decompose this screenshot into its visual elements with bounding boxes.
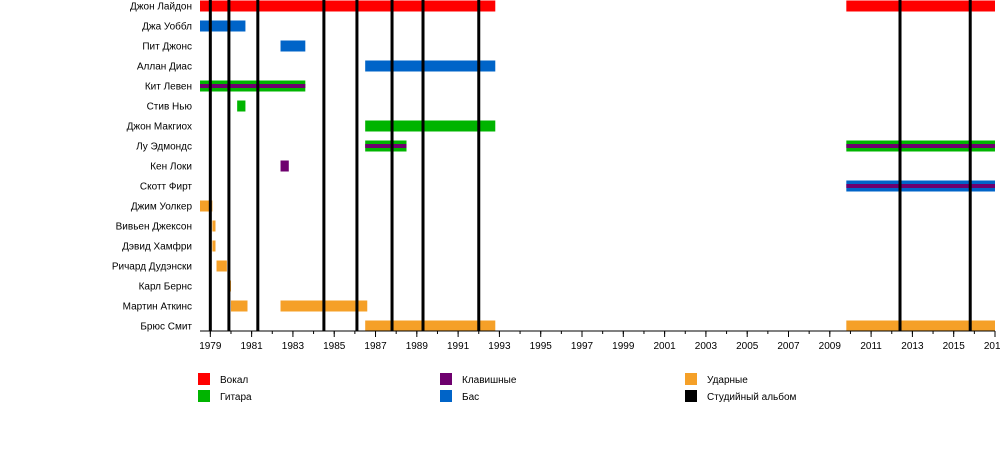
legend-label: Студийный альбом (707, 391, 797, 403)
member-label: Пит Джонс (142, 42, 192, 53)
member-label: Брюс Смит (140, 322, 192, 333)
legend-swatch (685, 373, 697, 385)
member-label: Карл Бернс (139, 282, 192, 293)
member-label: Лу Эдмондс (136, 142, 192, 153)
member-label: Стив Нью (147, 102, 193, 113)
member-bar (216, 260, 227, 272)
legend: Вокал Гитара Клавишные Бас Ударные Студийный … (198, 373, 797, 403)
x-axis: 1979 1981 1983 1985 1987 1989 1991 1993 1995 1997… (199, 330, 1000, 352)
member-bars (200, 0, 995, 332)
legend-label: Клавишные (462, 375, 517, 386)
x-tick-label: 1979 (199, 341, 222, 352)
member-label: Джим Уолкер (131, 202, 193, 213)
album-line (390, 0, 394, 331)
legend-swatch (685, 390, 697, 402)
x-tick-label: 1995 (530, 341, 553, 352)
member-label: Кит Левен (145, 82, 192, 93)
member-label: Кен Локи (150, 162, 192, 173)
legend-label: Бас (462, 392, 479, 403)
member-label: Вивьен Джексон (116, 222, 192, 233)
member-bar (365, 320, 496, 332)
member-bar (280, 40, 306, 52)
member-label: Аллан Диас (137, 62, 192, 73)
member-bar-secondary (846, 184, 995, 188)
x-tick-label: 1985 (323, 341, 346, 352)
member-bar (280, 160, 289, 172)
album-line (322, 0, 326, 331)
album-line (208, 0, 212, 331)
album-line (421, 0, 425, 331)
legend-swatch (198, 373, 210, 385)
album-lines (208, 0, 972, 331)
member-bar (365, 120, 496, 132)
member-label: Джон Макгиох (127, 122, 192, 133)
legend-swatch (440, 373, 452, 385)
legend-label: Гитара (220, 392, 252, 403)
x-tick-label: 2015 (943, 341, 966, 352)
x-tick-label: 2009 (819, 341, 842, 352)
member-bar (212, 240, 216, 252)
x-tick-label: 2017 (984, 341, 1000, 352)
member-bar (200, 200, 213, 212)
member-label: Джон Лайдон (130, 2, 192, 13)
legend-label: Ударные (707, 375, 748, 386)
member-bar-secondary (365, 144, 407, 148)
x-tick-label: 2007 (777, 341, 800, 352)
member-bar (846, 320, 995, 332)
member-label: Мартин Аткинс (123, 302, 192, 313)
member-label: Джа Уоббл (142, 21, 192, 33)
legend-swatch (440, 390, 452, 402)
x-tick-label: 1991 (447, 341, 470, 352)
album-line (898, 0, 902, 331)
member-bar (200, 0, 496, 12)
member-bar-secondary (846, 144, 995, 148)
member-bar (846, 0, 995, 12)
x-tick-label: 1993 (488, 341, 511, 352)
x-tick-label: 2001 (653, 341, 676, 352)
album-line (477, 0, 481, 331)
legend-swatch (198, 390, 210, 402)
x-tick-label: 2013 (901, 341, 924, 352)
member-bar (200, 20, 246, 32)
x-tick-label: 1997 (571, 341, 594, 352)
album-line (355, 0, 359, 331)
member-bar (212, 220, 216, 232)
member-bar (230, 300, 248, 312)
album-line (227, 0, 231, 331)
member-bar (365, 60, 496, 72)
x-tick-label: 1989 (406, 341, 429, 352)
member-label: Скотт Фирт (140, 182, 193, 193)
x-tick-label: 1981 (240, 341, 263, 352)
x-tick-label: 1999 (612, 341, 635, 352)
x-tick-label: 2011 (860, 341, 882, 352)
x-tick-label: 2003 (695, 341, 718, 352)
legend-label: Вокал (220, 375, 248, 386)
album-line (968, 0, 972, 331)
album-line (256, 0, 260, 331)
member-label: Дэвид Хамфри (122, 241, 192, 253)
x-tick-label: 1987 (364, 341, 387, 352)
member-labels: Джон Лайдон Джа Уоббл Пит Джонс Аллан Диас К… (112, 2, 193, 333)
member-label: Ричард Дудэнски (112, 262, 192, 273)
member-bar-secondary (200, 84, 306, 88)
x-tick-label: 2005 (736, 341, 759, 352)
member-bar (237, 100, 246, 112)
x-tick-label: 1983 (282, 341, 305, 352)
